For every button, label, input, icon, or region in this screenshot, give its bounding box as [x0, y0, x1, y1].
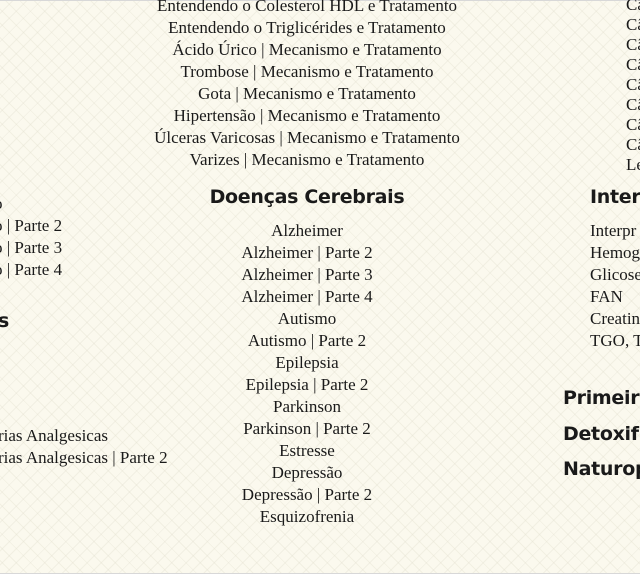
list-item[interactable]: o | Parte 4 — [0, 260, 63, 279]
article-link[interactable]: Úlceras Varicosas | Mecanismo e Tratamen… — [154, 128, 460, 147]
article-link[interactable]: Entendendo o Colesterol HDL e Tratamento — [156, 0, 458, 15]
section-heading-cerebral: Doenças Cerebrais — [209, 186, 405, 208]
list-item[interactable]: o — [0, 193, 62, 215]
list-item[interactable]: Epilepsia — [275, 353, 339, 372]
list-item[interactable]: Alzheimer | Parte 2 — [241, 243, 373, 262]
list-item[interactable]: Câ — [626, 75, 640, 94]
list-item[interactable]: Câ — [626, 95, 640, 114]
list-item[interactable]: Câ — [626, 55, 640, 74]
article-link[interactable]: Entendendo o Triglicérides e Tratamento — [168, 18, 446, 37]
list-item[interactable]: Hipertensão | Mecanismo e Tratamento — [107, 105, 507, 127]
section-heading-naturopathy[interactable]: Naturop — [563, 458, 640, 480]
list-item[interactable]: Úlceras Varicosas | Mecanismo e Tratamen… — [107, 127, 507, 149]
list-item[interactable]: Esquizofrenia — [259, 507, 355, 526]
article-link[interactable]: Gota | Mecanismo e Tratamento — [198, 84, 416, 103]
list-item[interactable]: Parkinson — [273, 397, 341, 416]
list-item[interactable]: Interpr — [590, 221, 637, 240]
list-item[interactable]: o | Parte 2 — [0, 216, 63, 235]
list-item[interactable]: Câ — [626, 15, 640, 34]
list-item[interactable]: Creatin — [590, 309, 640, 328]
list-item[interactable]: TGO, TG — [590, 331, 640, 350]
right-list: Interpr Hemog Glicose FAN Creatin TGO, T… — [590, 220, 640, 352]
list-item[interactable]: o | Parte 3 — [0, 238, 63, 257]
list-item[interactable]: Depressão — [271, 463, 343, 482]
cerebral-list: Alzheimer Alzheimer | Parte 2 Alzheimer … — [107, 220, 507, 528]
list-item[interactable]: FAN — [590, 287, 623, 306]
article-link[interactable]: Varizes | Mecanismo e Tratamento — [189, 150, 425, 169]
list-item[interactable]: Trombose | Mecanismo e Tratamento — [107, 61, 507, 83]
list-item[interactable]: Entendendo o Colesterol HDL e Tratamento — [107, 0, 507, 17]
list-item[interactable]: Gota | Mecanismo e Tratamento — [107, 83, 507, 105]
left-list-a: o o | Parte 2 o | Parte 3 o | Parte 4 — [0, 193, 62, 281]
list-item[interactable]: Ácido Úrico | Mecanismo e Tratamento — [107, 39, 507, 61]
article-link[interactable]: Ácido Úrico | Mecanismo e Tratamento — [172, 40, 442, 59]
list-item[interactable]: Estresse — [279, 441, 335, 460]
list-item[interactable]: Alzheimer | Parte 4 — [241, 287, 373, 306]
article-link[interactable]: Trombose | Mecanismo e Tratamento — [180, 62, 434, 81]
right-top-list: Câ Câ Câ Câ Câ Câ Câ Câ Le — [626, 0, 640, 175]
section-heading-interpretation: Inter — [590, 186, 640, 208]
list-item[interactable]: Hemog — [590, 243, 640, 262]
list-item[interactable]: Depressão | Parte 2 — [241, 485, 373, 504]
list-item[interactable]: Autismo — [277, 309, 337, 328]
circulatory-list: Entendendo o Colesterol HDL e Tratamento… — [107, 0, 507, 171]
list-item[interactable]: Alzheimer | Parte 3 — [241, 265, 373, 284]
section-heading-left: s — [0, 310, 10, 332]
article-link[interactable]: Hipertensão | Mecanismo e Tratamento — [173, 106, 441, 125]
list-item[interactable]: Epilepsia | Parte 2 — [245, 375, 369, 394]
list-item[interactable]: Glicose — [590, 265, 640, 284]
list-item[interactable]: rias Analgesicas — [0, 426, 108, 445]
list-item[interactable]: Parkinson | Parte 2 — [243, 419, 371, 438]
list-item[interactable]: Varizes | Mecanismo e Tratamento — [107, 149, 507, 171]
list-item[interactable]: Câ — [626, 0, 640, 14]
list-item[interactable]: Autismo | Parte 2 — [247, 331, 367, 350]
section-heading-detox[interactable]: Detoxifi — [563, 423, 640, 445]
list-item[interactable]: Câ — [626, 35, 640, 54]
left-list-b: rias Analgesicas rias Analgesicas | Part… — [0, 425, 168, 469]
list-item[interactable]: Alzheimer — [271, 221, 343, 240]
section-heading-first-aid[interactable]: Primeir — [563, 387, 640, 409]
list-item[interactable]: Entendendo o Triglicérides e Tratamento — [107, 17, 507, 39]
list-item[interactable]: Le — [626, 155, 640, 174]
list-item[interactable]: Câ — [626, 135, 640, 154]
list-item[interactable]: rias Analgesicas | Parte 2 — [0, 448, 168, 467]
list-item[interactable]: Câ — [626, 115, 640, 134]
